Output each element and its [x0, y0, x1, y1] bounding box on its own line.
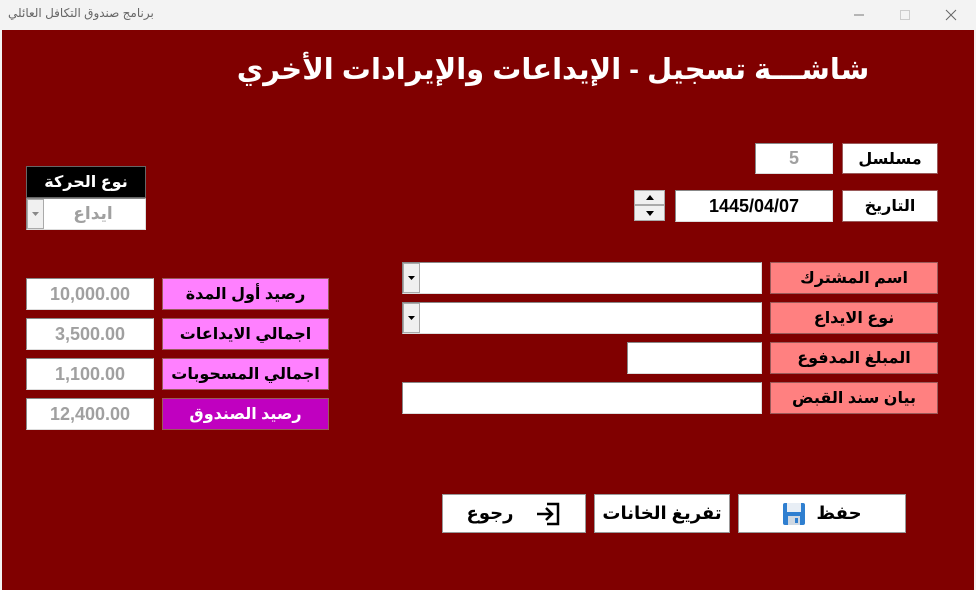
movement-type-dropdown-button[interactable] [27, 199, 44, 229]
subscriber-name-label: اسم المشترك [770, 262, 938, 294]
fund-balance-field: 12,400.00 [26, 398, 154, 430]
serial-label: مسلسل [842, 143, 938, 174]
clear-fields-button[interactable]: تفريغ الخانات [594, 494, 730, 533]
total-withdrawals-label: اجمالي المسحوبات [162, 358, 329, 390]
save-label: حفظ [816, 503, 862, 523]
title-bar [0, 0, 976, 30]
window-title: برنامج صندوق التكافل العائلي [8, 6, 154, 20]
opening-balance-label: رصيد أول المدة [162, 278, 329, 310]
maximize-button[interactable] [882, 0, 928, 30]
minimize-button[interactable] [836, 0, 882, 30]
maximize-icon [900, 10, 910, 20]
movement-type-label: نوع الحركة [26, 166, 146, 198]
minimize-icon [854, 14, 864, 16]
movement-type-combo[interactable]: ايداع [26, 198, 146, 230]
clear-label: تفريغ الخانات [602, 503, 722, 523]
receipt-note-label: بيان سند القبض [770, 382, 938, 414]
chevron-down-icon [32, 212, 39, 216]
save-button[interactable]: حفظ [738, 494, 906, 533]
date-spin-down[interactable] [634, 205, 665, 221]
date-spin-up[interactable] [634, 190, 665, 205]
deposit-type-label: نوع الايداع [770, 302, 938, 334]
total-withdrawals-field: 1,100.00 [26, 358, 154, 390]
close-button[interactable] [928, 0, 974, 30]
date-label: التاريخ [842, 190, 938, 222]
total-deposits-field: 3,500.00 [26, 318, 154, 350]
close-icon [945, 9, 957, 21]
amount-paid-input[interactable] [627, 342, 762, 374]
opening-balance-field: 10,000.00 [26, 278, 154, 310]
back-button[interactable]: رجوع [442, 494, 586, 533]
deposit-type-dropdown-button[interactable] [403, 303, 420, 333]
arrow-up-icon [645, 195, 654, 200]
back-label: رجوع [466, 503, 514, 523]
total-deposits-label: اجمالي الايداعات [162, 318, 329, 350]
subscriber-name-dropdown-button[interactable] [403, 263, 420, 293]
movement-type-value: ايداع [73, 204, 113, 223]
fund-balance-label: رصيد الصندوق [162, 398, 329, 430]
chevron-down-icon [408, 276, 415, 280]
exit-icon [537, 502, 560, 525]
serial-field[interactable]: 5 [755, 143, 833, 174]
floppy-disk-icon [783, 502, 806, 525]
receipt-note-input[interactable] [402, 382, 762, 414]
arrow-down-icon [645, 210, 654, 216]
subscriber-name-combo[interactable] [402, 262, 762, 294]
deposit-type-combo[interactable] [402, 302, 762, 334]
date-field[interactable]: 1445/04/07 [675, 190, 833, 222]
chevron-down-icon [408, 316, 415, 320]
form-title: شاشـــة تسجيل - الإيداعات والإيرادات الأ… [236, 54, 870, 86]
amount-paid-label: المبلغ المدفوع [770, 342, 938, 374]
